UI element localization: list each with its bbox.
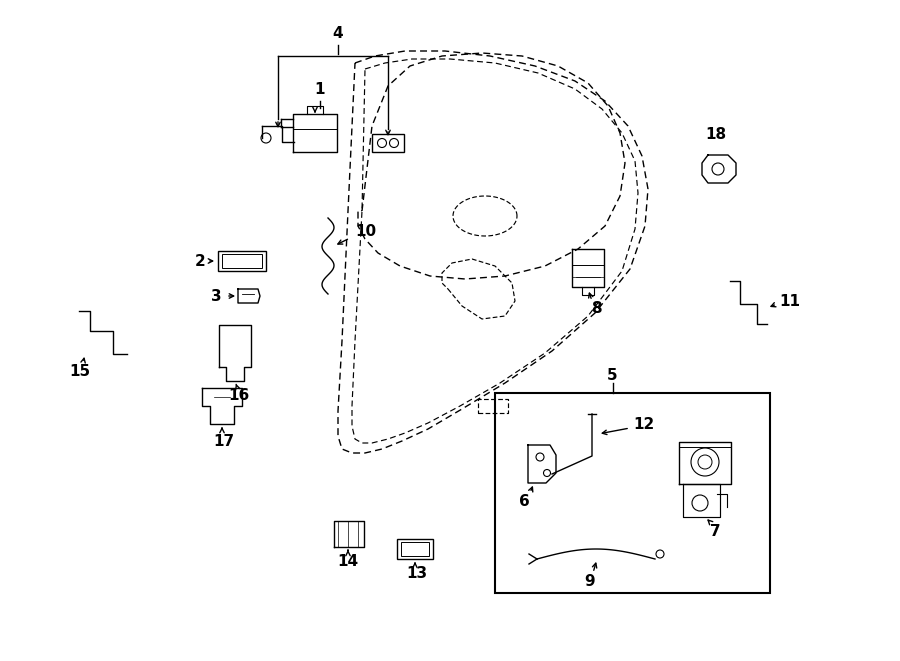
Text: 9: 9 [585, 574, 595, 588]
Text: 18: 18 [706, 126, 726, 141]
Text: 16: 16 [229, 387, 249, 403]
Text: 17: 17 [213, 434, 235, 449]
Text: 12: 12 [634, 416, 654, 432]
Text: 7: 7 [710, 524, 720, 539]
Text: 2: 2 [194, 254, 205, 268]
Text: 3: 3 [211, 288, 221, 303]
Text: 13: 13 [407, 566, 428, 582]
Bar [218, 251, 266, 271]
Bar [401, 542, 429, 556]
Text: 8: 8 [590, 301, 601, 315]
Bar [372, 134, 404, 152]
Bar [397, 539, 433, 559]
Bar [495, 393, 770, 593]
Text: 4: 4 [333, 26, 343, 40]
Bar [222, 254, 262, 268]
Text: 14: 14 [338, 553, 358, 568]
Text: 15: 15 [69, 364, 91, 379]
Text: 10: 10 [356, 223, 376, 239]
Text: 5: 5 [608, 368, 617, 383]
Text: 6: 6 [518, 494, 529, 508]
Text: 1: 1 [315, 81, 325, 97]
Text: 11: 11 [779, 293, 800, 309]
